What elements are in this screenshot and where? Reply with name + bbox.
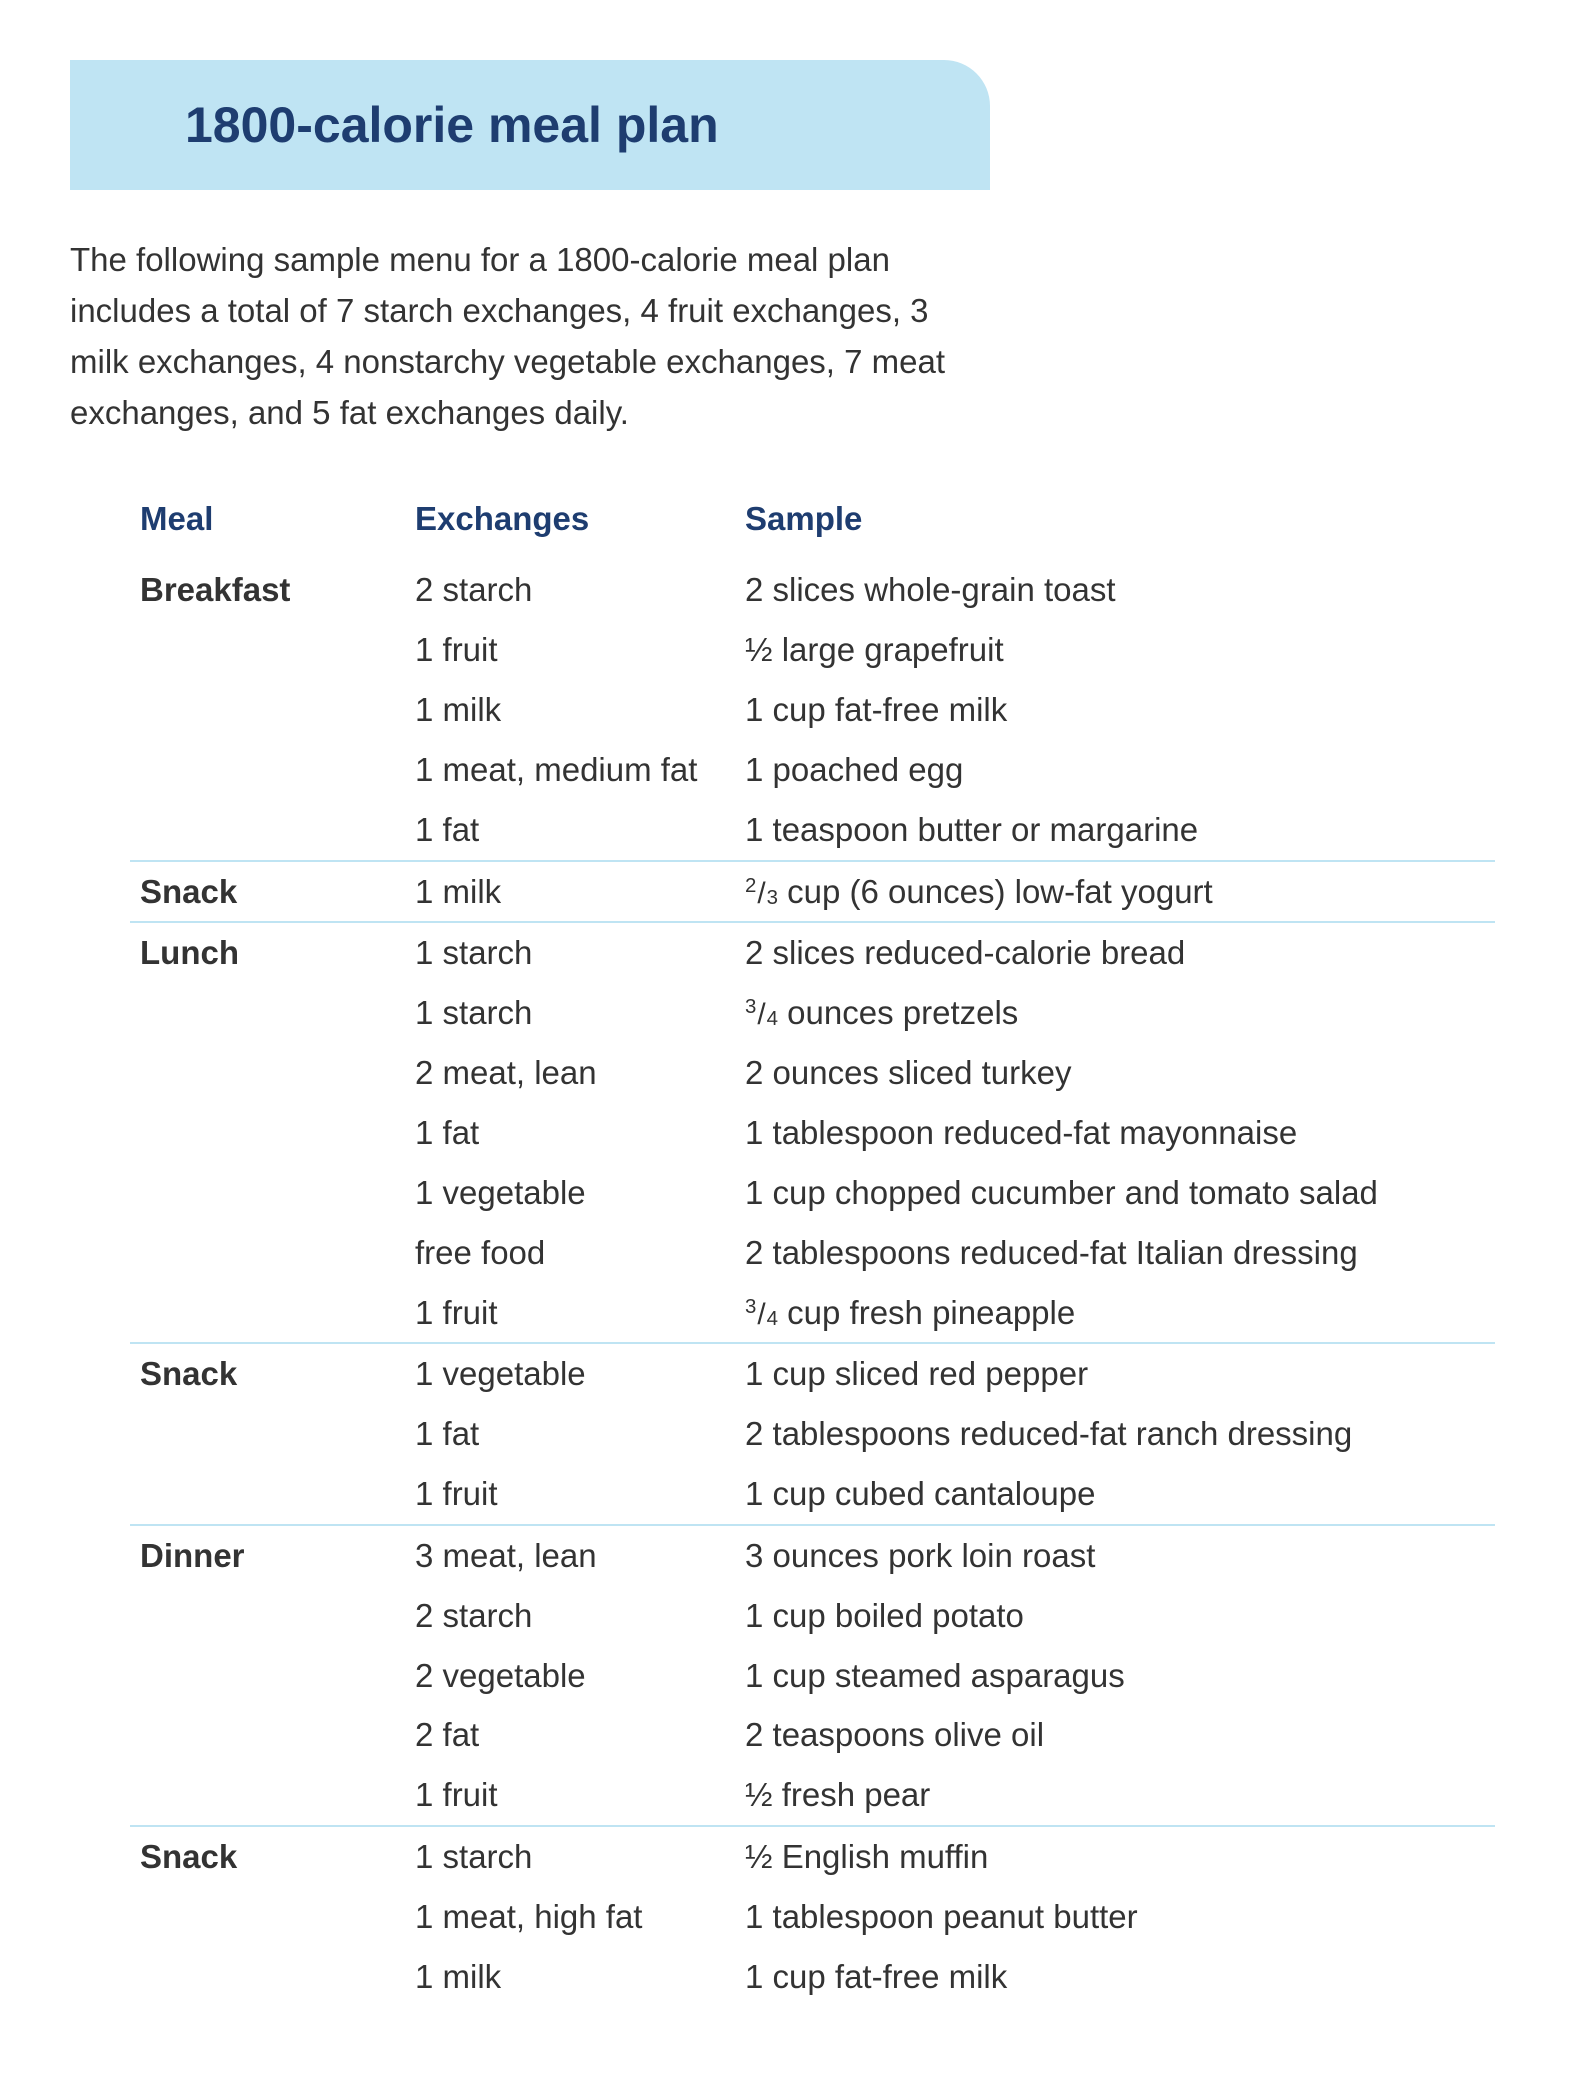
- sample-cell: 3/4 ounces pretzels: [735, 983, 1495, 1043]
- exchange-cell: 1 fruit: [405, 1283, 735, 1344]
- exchange-cell: 3 meat, lean: [405, 1525, 735, 1586]
- sample-cell: 3/4 cup fresh pineapple: [735, 1283, 1495, 1344]
- exchange-cell: 1 meat, medium fat: [405, 740, 735, 800]
- meal-name-cell: Snack: [130, 1826, 405, 2007]
- table-row: Dinner3 meat, lean3 ounces pork loin roa…: [130, 1525, 1495, 1586]
- col-header-meal: Meal: [130, 489, 405, 561]
- exchange-cell: 1 starch: [405, 922, 735, 983]
- sample-cell: 2 tablespoons reduced-fat ranch dressing: [735, 1404, 1495, 1464]
- meal-name-cell: Breakfast: [130, 560, 405, 860]
- title-bar: 1800-calorie meal plan: [70, 60, 990, 190]
- sample-cell: ½ English muffin: [735, 1826, 1495, 1887]
- exchange-cell: 1 fruit: [405, 1765, 735, 1826]
- exchange-cell: 1 fat: [405, 800, 735, 861]
- exchange-cell: 2 meat, lean: [405, 1043, 735, 1103]
- col-header-sample: Sample: [735, 489, 1495, 561]
- exchange-cell: 2 starch: [405, 560, 735, 620]
- table-row: Snack1 vegetable1 cup sliced red pepper: [130, 1343, 1495, 1404]
- exchange-cell: 1 starch: [405, 1826, 735, 1887]
- exchange-cell: 2 vegetable: [405, 1646, 735, 1706]
- sample-cell: 2 ounces sliced turkey: [735, 1043, 1495, 1103]
- sample-cell: 2 tablespoons reduced-fat Italian dressi…: [735, 1223, 1495, 1283]
- exchange-cell: 1 fat: [405, 1404, 735, 1464]
- sample-cell: 1 cup fat-free milk: [735, 1947, 1495, 2007]
- sample-cell: 1 tablespoon reduced-fat mayonnaise: [735, 1103, 1495, 1163]
- intro-paragraph: The following sample menu for a 1800-cal…: [70, 234, 970, 439]
- col-header-exchanges: Exchanges: [405, 489, 735, 561]
- exchange-cell: 1 starch: [405, 983, 735, 1043]
- table-row: Snack1 starch½ English muffin: [130, 1826, 1495, 1887]
- exchange-cell: free food: [405, 1223, 735, 1283]
- page: 1800-calorie meal plan The following sam…: [0, 0, 1572, 2087]
- exchange-cell: 1 milk: [405, 1947, 735, 2007]
- sample-cell: 1 cup chopped cucumber and tomato salad: [735, 1163, 1495, 1223]
- exchange-cell: 1 fruit: [405, 1464, 735, 1525]
- exchange-cell: 1 vegetable: [405, 1343, 735, 1404]
- sample-cell: 1 cup steamed asparagus: [735, 1646, 1495, 1706]
- sample-cell: 1 cup boiled potato: [735, 1586, 1495, 1646]
- sample-cell: 1 teaspoon butter or margarine: [735, 800, 1495, 861]
- sample-cell: 1 poached egg: [735, 740, 1495, 800]
- sample-cell: 2 slices whole-grain toast: [735, 560, 1495, 620]
- sample-cell: 1 cup cubed cantaloupe: [735, 1464, 1495, 1525]
- sample-cell: 1 cup fat-free milk: [735, 680, 1495, 740]
- table-row: Lunch1 starch2 slices reduced-calorie br…: [130, 922, 1495, 983]
- exchange-cell: 1 milk: [405, 861, 735, 923]
- exchange-cell: 1 meat, high fat: [405, 1887, 735, 1947]
- sample-cell: 1 tablespoon peanut butter: [735, 1887, 1495, 1947]
- meal-name-cell: Snack: [130, 861, 405, 923]
- sample-cell: 3 ounces pork loin roast: [735, 1525, 1495, 1586]
- table-header-row: Meal Exchanges Sample: [130, 489, 1495, 561]
- sample-cell: 1 cup sliced red pepper: [735, 1343, 1495, 1404]
- sample-cell: 2/3 cup (6 ounces) low-fat yogurt: [735, 861, 1495, 923]
- sample-cell: ½ large grapefruit: [735, 620, 1495, 680]
- exchange-cell: 2 fat: [405, 1705, 735, 1765]
- meal-name-cell: Lunch: [130, 922, 405, 1343]
- meal-name-cell: Snack: [130, 1343, 405, 1525]
- exchange-cell: 1 vegetable: [405, 1163, 735, 1223]
- meal-name-cell: Dinner: [130, 1525, 405, 1826]
- sample-cell: ½ fresh pear: [735, 1765, 1495, 1826]
- exchange-cell: 1 fruit: [405, 620, 735, 680]
- table-row: Snack1 milk2/3 cup (6 ounces) low-fat yo…: [130, 861, 1495, 923]
- exchange-cell: 1 fat: [405, 1103, 735, 1163]
- exchange-cell: 2 starch: [405, 1586, 735, 1646]
- meal-plan-table: Meal Exchanges Sample Breakfast2 starch2…: [130, 489, 1495, 2007]
- sample-cell: 2 slices reduced-calorie bread: [735, 922, 1495, 983]
- page-title: 1800-calorie meal plan: [185, 96, 719, 154]
- exchange-cell: 1 milk: [405, 680, 735, 740]
- table-row: Breakfast2 starch2 slices whole-grain to…: [130, 560, 1495, 620]
- sample-cell: 2 teaspoons olive oil: [735, 1705, 1495, 1765]
